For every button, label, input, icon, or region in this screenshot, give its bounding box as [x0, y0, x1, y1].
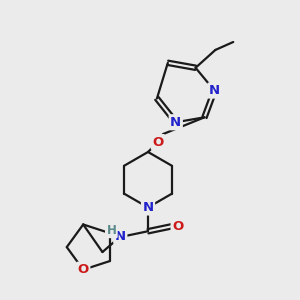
Text: N: N [115, 230, 126, 243]
Text: O: O [78, 263, 89, 276]
Text: H: H [106, 224, 116, 237]
Text: N: N [170, 116, 181, 129]
Text: N: N [209, 84, 220, 97]
Text: N: N [142, 201, 154, 214]
Text: O: O [152, 136, 164, 148]
Text: O: O [172, 220, 183, 233]
